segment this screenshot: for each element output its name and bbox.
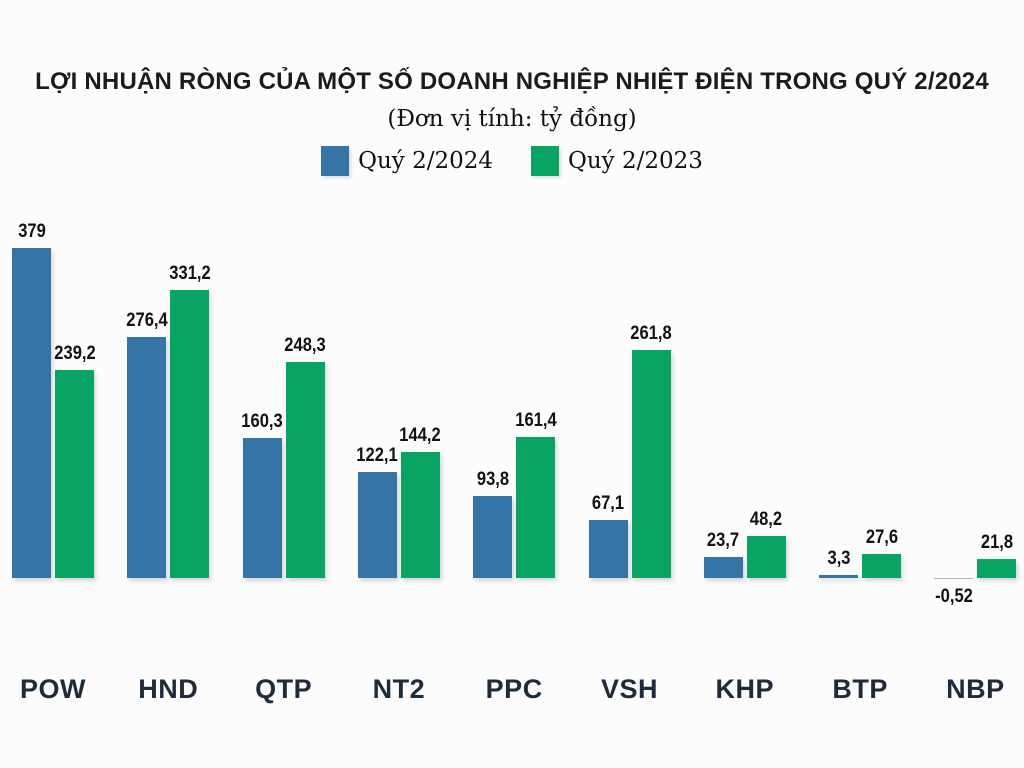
- bar-vsh-q2-2023: [631, 350, 671, 578]
- bar-hnd-q2-2023: [170, 289, 210, 578]
- chart-title: LỢI NHUẬN RÒNG CỦA MỘT SỐ DOANH NGHIỆP N…: [35, 68, 989, 95]
- value-label-khp-q2-2024: 23,7: [707, 530, 740, 552]
- category-label-hnd: HND: [138, 674, 199, 704]
- legend-item-q2-2023: Quý 2/2023: [531, 146, 703, 176]
- bar-vsh-q2-2024: [588, 519, 628, 578]
- bar-qtp-q2-2024: [242, 438, 282, 578]
- category-label-pow: POW: [20, 674, 86, 704]
- value-label-vsh-q2-2024: 67,1: [591, 492, 625, 514]
- value-label-pow-q2-2024: 379: [17, 221, 46, 242]
- bar-pow-q2-2024: [12, 248, 51, 578]
- bar-nbp-q2-2023: [977, 559, 1017, 578]
- category-label-ppc: PPC: [485, 674, 543, 704]
- value-label-nbp-q2-2024: -0,52: [935, 586, 973, 607]
- bar-btp-q2-2024: [819, 575, 859, 578]
- category-label-nt2: NT2: [372, 674, 426, 704]
- bar-nbp-q2-2024: [934, 578, 974, 579]
- value-label-hnd-q2-2024: 276,4: [126, 310, 168, 332]
- value-label-vsh-q2-2023: 261,8: [630, 323, 672, 345]
- value-label-ppc-q2-2024: 93,8: [476, 469, 509, 491]
- legend-swatch-q2-2024-icon: [321, 146, 350, 176]
- value-label-khp-q2-2023: 48,2: [750, 509, 783, 531]
- value-label-nbp-q2-2023: 21,8: [980, 532, 1013, 554]
- value-label-btp-q2-2023: 27,6: [865, 526, 898, 548]
- category-label-nbp: NBP: [946, 674, 1005, 704]
- value-label-qtp-q2-2024: 160,3: [241, 411, 283, 433]
- category-label-khp: KHP: [715, 674, 775, 704]
- value-label-pow-q2-2023: 239,2: [53, 342, 96, 364]
- value-label-nt2-q2-2024: 122,1: [356, 444, 399, 466]
- legend-label-q2-2023: Quý 2/2023: [568, 148, 703, 174]
- category-label-btp: BTP: [832, 674, 888, 704]
- bar-ppc-q2-2023: [516, 437, 556, 578]
- category-label-qtp: QTP: [255, 674, 313, 704]
- value-label-hnd-q2-2023: 331,2: [169, 262, 211, 284]
- chart-subtitle: (Đơn vị tính: tỷ đồng): [387, 106, 637, 132]
- bar-nt2-q2-2023: [400, 452, 440, 578]
- bar-khp-q2-2024: [703, 557, 743, 578]
- legend-item-q2-2024: Quý 2/2024: [321, 146, 493, 176]
- bar-btp-q2-2023: [862, 553, 902, 578]
- legend: Quý 2/2024 Quý 2/2023: [0, 146, 1024, 176]
- value-label-qtp-q2-2023: 248,3: [284, 334, 326, 356]
- value-label-ppc-q2-2023: 161,4: [514, 410, 557, 432]
- category-label-vsh: VSH: [600, 674, 659, 704]
- bar-hnd-q2-2024: [127, 337, 167, 578]
- bar-khp-q2-2023: [746, 536, 786, 578]
- bar-nt2-q2-2024: [357, 471, 397, 578]
- legend-label-q2-2024: Quý 2/2024: [358, 148, 493, 174]
- bar-pow-q2-2023: [55, 369, 94, 578]
- value-label-nt2-q2-2023: 144,2: [399, 425, 442, 447]
- legend-swatch-q2-2023-icon: [531, 146, 559, 176]
- bar-qtp-q2-2023: [285, 361, 325, 578]
- bar-ppc-q2-2024: [473, 496, 513, 578]
- value-label-btp-q2-2024: 3,3: [827, 548, 851, 570]
